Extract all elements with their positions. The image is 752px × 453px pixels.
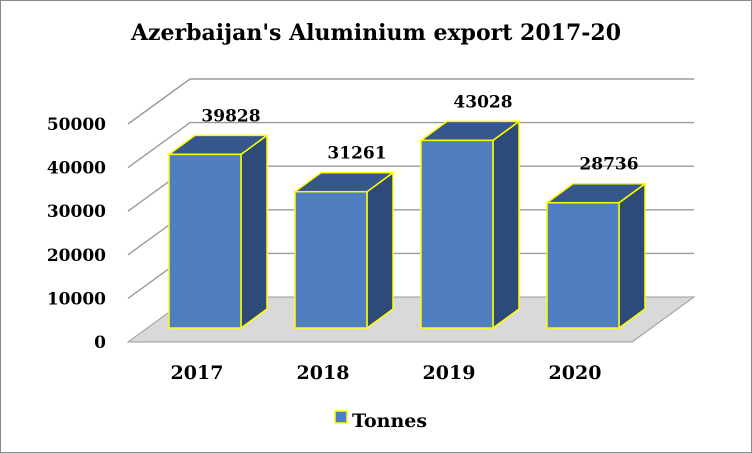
gridline (127, 78, 694, 125)
bar-front (168, 153, 242, 329)
chart-title: Azerbaijan's Aluminium export 2017-20 (130, 20, 621, 46)
bar-side (366, 171, 394, 330)
data-label: 39828 (201, 106, 260, 126)
y-tick-label: 20000 (47, 246, 106, 266)
bar-front (294, 190, 368, 329)
data-label: 31261 (327, 144, 386, 164)
data-label: 43028 (453, 92, 512, 112)
x-category-label: 2017 (171, 362, 224, 384)
gridline (127, 121, 694, 169)
bar (418, 119, 522, 330)
legend-swatch (334, 410, 348, 424)
y-tick-label: 10000 (47, 289, 106, 309)
legend-label: Tonnes (352, 410, 427, 432)
data-label: 28736 (579, 155, 638, 175)
bar (292, 171, 396, 330)
legend: Tonnes (334, 410, 427, 432)
bar (544, 182, 648, 330)
x-category-label: 2018 (297, 362, 350, 384)
y-tick-label: 40000 (47, 159, 106, 179)
bar-side (492, 119, 520, 330)
y-tick-label: 30000 (47, 202, 106, 222)
bar (166, 133, 270, 330)
bar-side (618, 182, 646, 330)
x-category-label: 2019 (423, 362, 476, 384)
x-category-label: 2020 (549, 362, 602, 384)
y-tick-label: 0 (94, 333, 106, 353)
bar-front (420, 139, 494, 329)
bar-side (240, 133, 268, 330)
y-tick-label: 50000 (47, 115, 106, 135)
bar-front (546, 201, 620, 329)
